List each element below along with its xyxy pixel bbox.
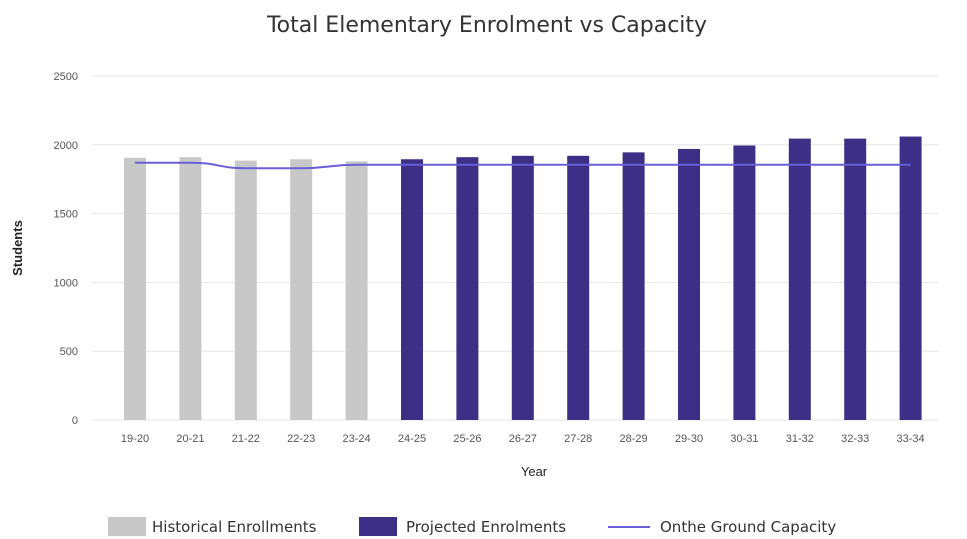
- y-tick-label: 1500: [54, 209, 78, 221]
- bar: [234, 160, 257, 420]
- y-tick-label: 0: [72, 415, 78, 427]
- y-tick-label: 500: [60, 346, 78, 358]
- x-tick-label: 26-27: [509, 433, 537, 445]
- y-tick-label: 2000: [54, 140, 78, 152]
- bar: [788, 138, 811, 420]
- x-tick-label: 27-28: [564, 433, 592, 445]
- y-axis-ticks: 0 500 1000 1500 2000 2500: [54, 71, 78, 427]
- bar: [290, 159, 313, 421]
- x-tick-label: 23-24: [343, 433, 371, 445]
- x-axis-ticks: 19-20 20-21 21-22 22-23 23-24 24-25 25-26 26-27…: [121, 433, 925, 445]
- legend-label: Projected Enrolments: [406, 518, 566, 536]
- legend-label: Historical Enrollments: [152, 518, 317, 536]
- capacity-line: [135, 161, 911, 170]
- legend-swatch: [359, 517, 397, 536]
- bar: [456, 157, 479, 420]
- x-tick-label: 29-30: [675, 433, 703, 445]
- x-tick-label: 31-32: [786, 433, 814, 445]
- x-tick-label: 19-20: [121, 433, 149, 445]
- y-tick-label: 2500: [54, 71, 78, 83]
- legend-label: Onthe Ground Capacity: [660, 518, 836, 536]
- x-axis-title: Year: [521, 464, 548, 479]
- x-tick-label: 32-33: [841, 433, 869, 445]
- capacity-line-path: [135, 161, 911, 170]
- bars: [124, 136, 922, 421]
- bar: [345, 161, 368, 420]
- bar: [622, 152, 645, 421]
- x-tick-label: 24-25: [398, 433, 426, 445]
- bar: [124, 157, 146, 420]
- bar: [401, 159, 423, 421]
- x-tick-label: 33-34: [897, 433, 925, 445]
- bar: [899, 136, 922, 420]
- legend-swatch: [108, 517, 146, 536]
- y-tick-label: 1000: [54, 277, 78, 289]
- y-axis-title: Students: [10, 220, 25, 276]
- bar: [511, 155, 534, 421]
- x-tick-label: 25-26: [453, 433, 481, 445]
- x-tick-label: 21-22: [232, 433, 260, 445]
- x-tick-label: 28-29: [620, 433, 648, 445]
- x-tick-label: 20-21: [176, 433, 204, 445]
- bar: [678, 148, 700, 421]
- bar: [844, 138, 867, 420]
- x-tick-label: 30-31: [730, 433, 758, 445]
- x-tick-label: 22-23: [287, 433, 315, 445]
- bar: [179, 157, 202, 420]
- bar: [733, 145, 756, 420]
- bar: [567, 155, 590, 421]
- chart-title: Total Elementary Enrolment vs Capacity: [266, 13, 707, 38]
- legend: Historical Enrollments Projected Enrolmen…: [108, 517, 836, 536]
